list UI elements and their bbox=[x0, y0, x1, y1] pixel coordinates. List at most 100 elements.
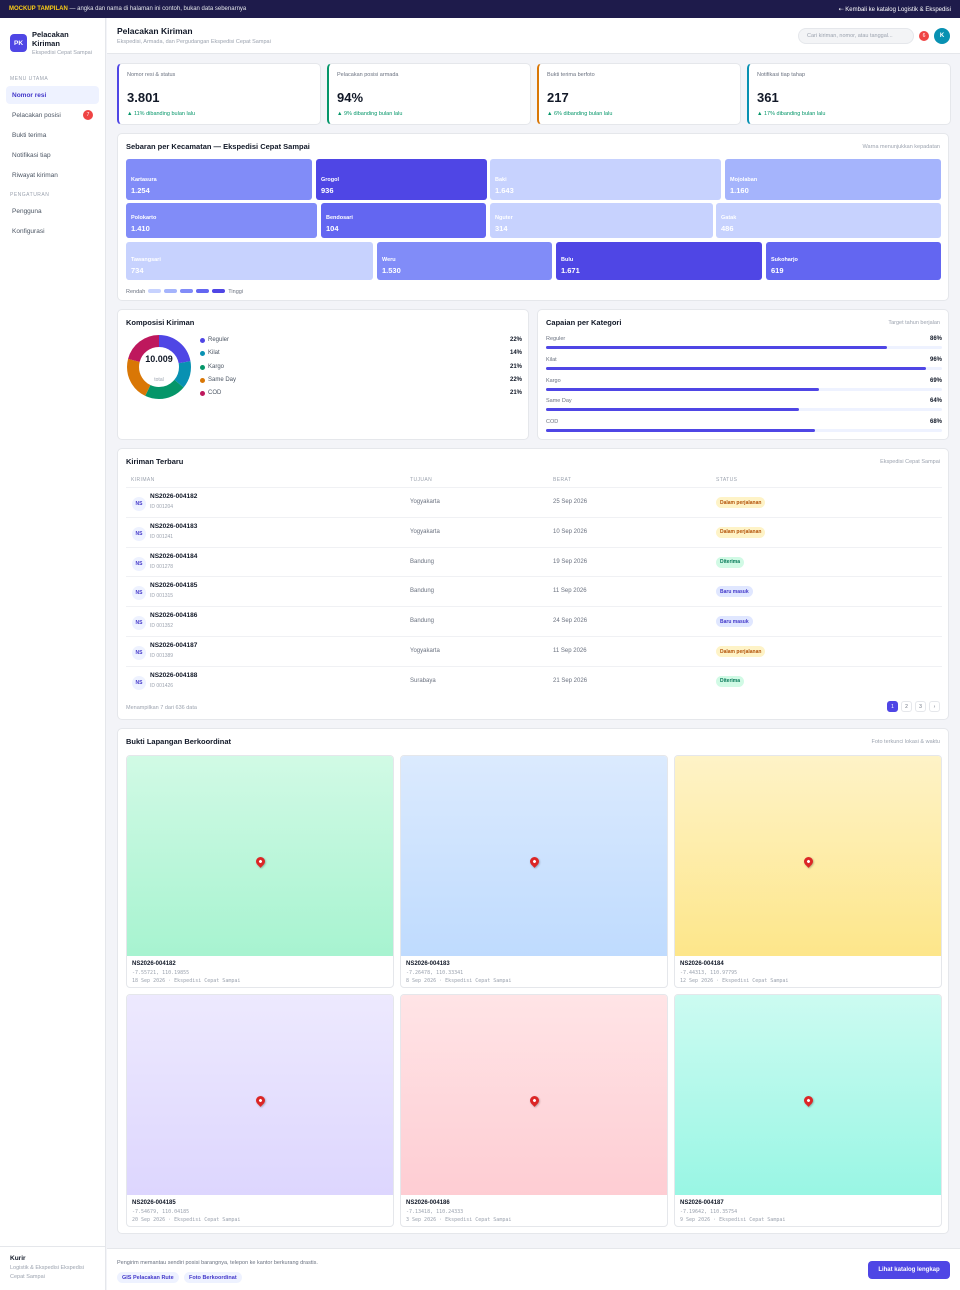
tile-count: 936 bbox=[321, 186, 334, 195]
chip-gis-route[interactable]: GIS Pelacakan Rute bbox=[117, 1272, 179, 1283]
heatmap-tile[interactable]: Bendosari 104 bbox=[321, 203, 486, 238]
achievement-note: Target tahun berjalan bbox=[888, 320, 940, 326]
table-row[interactable]: NS NS2026-004183 ID 001241 Yogyakarta 10 Sep… bbox=[126, 516, 942, 547]
achievement-percent: 68% bbox=[929, 419, 942, 426]
legend-percent: 22% bbox=[509, 376, 522, 383]
photo-card[interactable]: NS2026-004182 -7.55721, 110.19855 18 Sep 2… bbox=[126, 755, 394, 988]
kpi-delta: ▲ 6% dibanding bulan lalu bbox=[547, 111, 613, 117]
page-button[interactable]: 2 bbox=[901, 701, 912, 712]
sidebar-item-nomor-resi[interactable]: Nomor resi bbox=[6, 86, 99, 104]
achievement-row: Kargo 69% bbox=[546, 378, 942, 398]
search-input[interactable]: Cari kiriman, nomor, atau tanggal... bbox=[798, 28, 914, 44]
kpi-card: Bukti terima berfoto 217 ▲ 6% dibanding bu… bbox=[537, 63, 741, 125]
table-row[interactable]: NS NS2026-004187 ID 001389 Yogyakarta 11 Sep… bbox=[126, 636, 942, 666]
heatmap-tile[interactable]: Sukoharjo 619 bbox=[766, 242, 941, 280]
progress-track bbox=[546, 429, 942, 433]
table-row[interactable]: NS NS2026-004182 ID 001204 Yogyakarta 25 Sep… bbox=[126, 487, 942, 517]
legend-swatch bbox=[164, 289, 178, 293]
heatmap-tile[interactable]: Bulu 1.671 bbox=[556, 242, 762, 280]
heatmap-tile[interactable]: Kartasura 1.254 bbox=[126, 159, 312, 200]
photo-date: 8 Sep 2026 · Ekspedisi Cepat Sampai bbox=[406, 978, 512, 984]
shipments-note: Ekspedisi Cepat Sampai bbox=[880, 459, 940, 465]
donut-slice bbox=[127, 335, 191, 399]
shipment-id: NS2026-004188 bbox=[150, 671, 198, 679]
shipment-sub-id: ID 001315 bbox=[150, 593, 174, 600]
heatmap-legend: Rendah Tinggi bbox=[126, 289, 243, 295]
col-header-kiriman: KIRIMAN bbox=[131, 477, 155, 483]
sidebar-item-notifikasi[interactable]: Notifikasi tiap bbox=[6, 146, 99, 164]
shipment-id: NS2026-004183 bbox=[150, 522, 198, 530]
shipment-destination: Bandung bbox=[410, 558, 435, 565]
page-button[interactable]: 1 bbox=[887, 701, 898, 712]
achievement-name: Kilat bbox=[546, 356, 557, 363]
table-summary: Menampilkan 7 dari 636 data bbox=[126, 705, 197, 711]
photo-shipment-id: NS2026-004185 bbox=[132, 1200, 176, 1206]
photo-card[interactable]: NS2026-004185 -7.54679, 110.04185 20 Sep 2… bbox=[126, 994, 394, 1227]
legend-swatch bbox=[180, 289, 194, 293]
heatmap-tile[interactable]: Polokarto 1.410 bbox=[126, 203, 317, 238]
photo-coordinates: -7.55721, 110.19855 bbox=[132, 970, 190, 976]
settings-heading: PENGATURAN bbox=[10, 192, 50, 198]
page-button[interactable]: › bbox=[929, 701, 940, 712]
donut-legend-item: Reguler 22% bbox=[200, 336, 522, 349]
photo-card[interactable]: NS2026-004184 -7.44313, 110.97795 12 Sep 2… bbox=[674, 755, 942, 988]
notification-badge[interactable]: 6 bbox=[919, 31, 929, 41]
chip-geo-photo[interactable]: Foto Berkoordinat bbox=[184, 1272, 242, 1283]
achievement-name: Kargo bbox=[546, 377, 561, 384]
sidebar-footer: Kurir Logistik & Ekspedisi Ekspedisi Cep… bbox=[0, 1246, 106, 1290]
table-row[interactable]: NS NS2026-004186 ID 001352 Bandung 24 Sep 20… bbox=[126, 606, 942, 636]
heatmap-tile[interactable]: Nguter 314 bbox=[490, 203, 713, 238]
shipment-destination: Yogyakarta bbox=[410, 648, 440, 654]
sidebar-item-konfigurasi[interactable]: Konfigurasi bbox=[6, 222, 99, 240]
photo-coordinates: -7.13418, 110.24333 bbox=[406, 1209, 464, 1215]
photos-note: Foto terkunci lokasi & waktu bbox=[871, 739, 940, 745]
photo-card[interactable]: NS2026-004187 -7.19642, 110.35754 9 Sep 20… bbox=[674, 994, 942, 1227]
tile-count: 734 bbox=[131, 266, 144, 275]
achievement-title: Capaian per Kategori bbox=[546, 318, 622, 327]
heatmap-title: Sebaran per Kecamatan — Ekspedisi Cepat … bbox=[126, 142, 310, 151]
shipment-initials: NS bbox=[132, 616, 146, 631]
sidebar-item-riwayat[interactable]: Riwayat kiriman bbox=[6, 166, 99, 184]
table-row[interactable]: NS NS2026-004188 ID 001426 Surabaya 21 Sep 2… bbox=[126, 665, 942, 696]
sidebar-item-label: Nomor resi bbox=[12, 91, 47, 99]
shipment-initials: NS bbox=[132, 586, 146, 601]
back-to-catalog-link[interactable]: ⇠ Kembali ke katalog Logistik & Ekspedis… bbox=[838, 6, 951, 13]
progress-fill bbox=[546, 346, 887, 349]
heatmap-tile[interactable]: Weru 1.530 bbox=[377, 242, 552, 280]
heatmap-tile[interactable]: Gatak 486 bbox=[716, 203, 941, 238]
page-button[interactable]: 3 bbox=[915, 701, 926, 712]
sidebar-item-pelacakan-posisi[interactable]: Pelacakan posisi 7 bbox=[6, 106, 99, 124]
sidebar-item-bukti-terima[interactable]: Bukti terima bbox=[6, 126, 99, 144]
view-catalog-button[interactable]: Lihat katalog lengkap bbox=[868, 1261, 950, 1279]
shipment-id: NS2026-004187 bbox=[150, 642, 198, 649]
heatmap-tile[interactable]: Grogol 936 bbox=[316, 159, 487, 200]
shipment-date: 21 Sep 2026 bbox=[553, 677, 588, 684]
progress-track bbox=[546, 408, 942, 412]
heatmap-tile[interactable]: Tawangsari 734 bbox=[126, 242, 373, 280]
photo-card[interactable]: NS2026-004186 -7.13418, 110.24333 3 Sep 20… bbox=[400, 994, 668, 1227]
legend-name: Reguler bbox=[208, 337, 230, 343]
brand-title: Pelacakan Kiriman bbox=[32, 30, 69, 48]
achievement-row: Same Day 64% bbox=[546, 398, 942, 418]
legend-dot bbox=[200, 351, 205, 357]
photo-card[interactable]: NS2026-004183 -7.26478, 110.33341 8 Sep 20… bbox=[400, 755, 668, 988]
kpi-value: 217 bbox=[547, 90, 569, 105]
heatmap-tile[interactable]: Baki 1.643 bbox=[490, 159, 721, 200]
progress-track bbox=[546, 387, 942, 391]
kpi-card: Pelacakan posisi armada 94% ▲ 9% dibanding… bbox=[327, 63, 531, 125]
shipment-date: 19 Sep 2026 bbox=[553, 558, 588, 565]
page-title: Pelacakan Kiriman bbox=[117, 26, 193, 36]
avatar[interactable]: K bbox=[934, 28, 950, 44]
table-row[interactable]: NS NS2026-004185 ID 001315 Bandung 11 Sep 20… bbox=[126, 576, 942, 606]
heatmap-tile[interactable]: Mojolaban 1.160 bbox=[725, 159, 941, 200]
sidebar-item-pengguna[interactable]: Pengguna bbox=[6, 202, 99, 220]
legend-low: Rendah bbox=[126, 289, 146, 295]
progress-fill bbox=[546, 408, 800, 412]
shipment-sub-id: ID 001204 bbox=[150, 504, 174, 510]
shipment-destination: Yogyakarta bbox=[410, 528, 440, 535]
sidebar-item-label: Notifikasi tiap bbox=[12, 151, 51, 159]
photo-image bbox=[127, 756, 393, 956]
status-badge: Diterima bbox=[716, 675, 745, 687]
table-row[interactable]: NS NS2026-004184 ID 001278 Bandung 19 Sep 20… bbox=[126, 546, 942, 577]
tile-name: Mojolaban bbox=[730, 177, 758, 183]
